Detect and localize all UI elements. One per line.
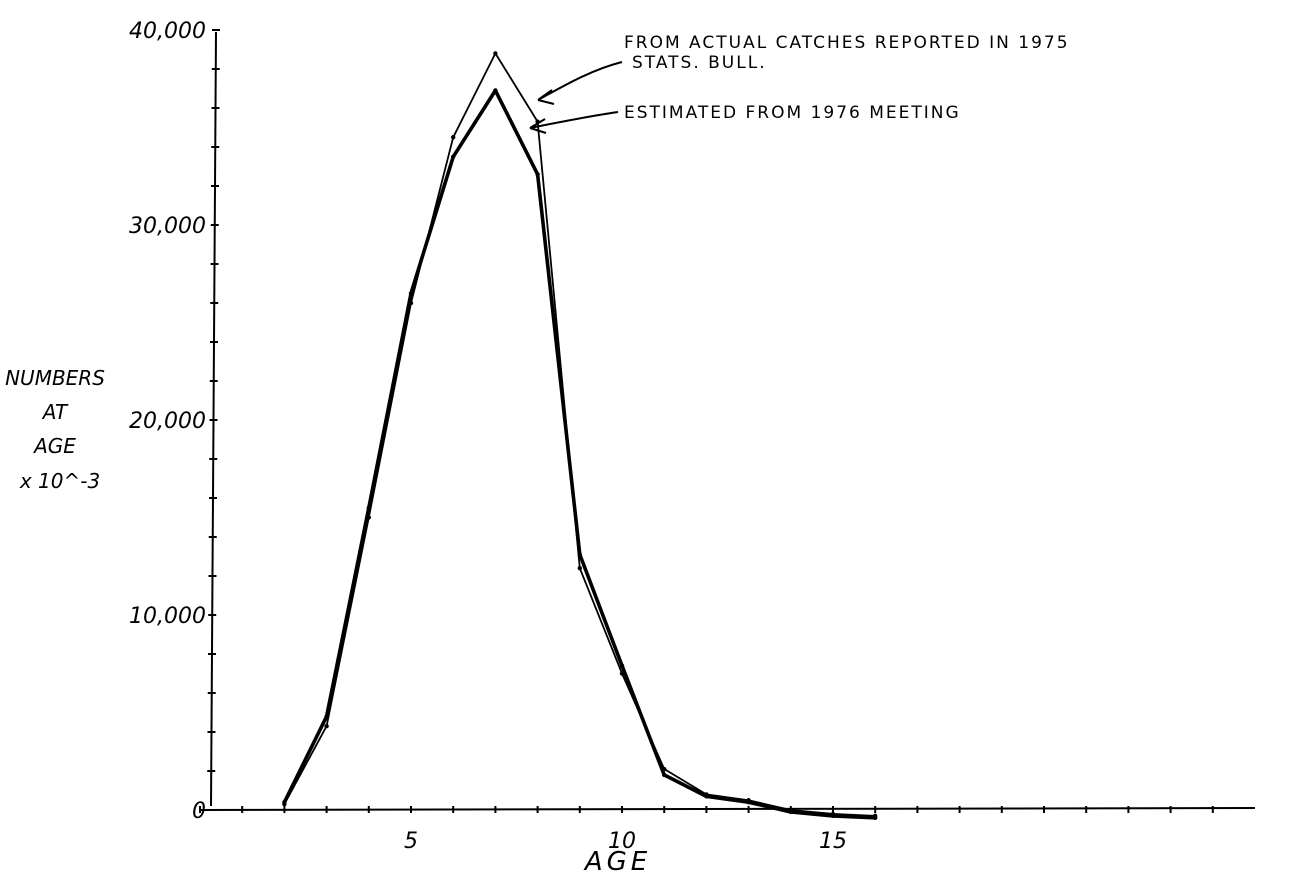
series-1-point (619, 671, 625, 676)
series-2-point (788, 809, 793, 815)
series-2-point (451, 154, 456, 159)
series-2-point (577, 552, 582, 557)
annotation-actual-catches: FROM ACTUAL CATCHES REPORTED IN 1975 STA… (537, 33, 1070, 105)
series-lines (282, 52, 878, 820)
annotation-actual-catches-arrow (537, 61, 623, 105)
series-1-point (493, 51, 498, 56)
y-tick-label: 20,000 (129, 409, 206, 434)
series-line-1 (283, 52, 877, 817)
annotation-estimated-arrow (529, 111, 619, 134)
series-line-2 (282, 88, 878, 820)
data-points (282, 51, 878, 820)
series-1-point (577, 566, 582, 571)
series-1-point (451, 135, 456, 140)
series-2-point (282, 800, 287, 805)
axes (199, 31, 1256, 811)
x-tick-label: 10 (608, 829, 636, 854)
series-2-point (873, 815, 878, 820)
series-1-point (324, 723, 329, 729)
series-1-point (366, 515, 371, 520)
series-2-point (535, 172, 540, 177)
y-tick-label: 30,000 (129, 214, 206, 239)
x-tick-label: 15 (819, 829, 847, 854)
series-1-point (408, 300, 414, 306)
series-2-point (408, 291, 414, 296)
y-axis-title-line-3: AGE (32, 434, 76, 458)
y-axis-title-line-2: AT (41, 400, 69, 424)
y-tick-label: 0 (192, 799, 206, 824)
annotation-actual-catches-subtext: STATS. BULL. (632, 53, 767, 73)
x-axis-title: AGE (583, 847, 651, 877)
series-2-point (493, 88, 498, 93)
series-2-point (366, 505, 371, 510)
series-2-point (619, 663, 625, 668)
annotation-estimated: ESTIMATED FROM 1976 MEETING (529, 103, 961, 134)
y-axis-title-line-4: x 10^-3 (19, 469, 100, 493)
series-2-point (830, 813, 836, 819)
series-2-point (324, 714, 329, 719)
tick-labels: 5 10 15 0 10,000 20,000 30,000 40,000 (129, 19, 847, 854)
ticks (199, 29, 1214, 813)
x-tick-label: 5 (404, 829, 418, 854)
y-tick-label: 10,000 (129, 604, 206, 629)
series-2-point (662, 772, 667, 778)
y-axis-title: NUMBERS AT AGE x 10^-3 (5, 366, 105, 493)
annotation-actual-catches-text: FROM ACTUAL CATCHES REPORTED IN 1975 (624, 33, 1070, 53)
y-tick-label: 40,000 (129, 19, 206, 44)
series-2-point (704, 794, 709, 799)
series-1-point (662, 766, 667, 772)
annotation-estimated-text: ESTIMATED FROM 1976 MEETING (624, 103, 961, 123)
series-2-point (746, 800, 751, 805)
y-axis-title-line-1: NUMBERS (5, 366, 105, 390)
x-axis (199, 807, 1256, 811)
